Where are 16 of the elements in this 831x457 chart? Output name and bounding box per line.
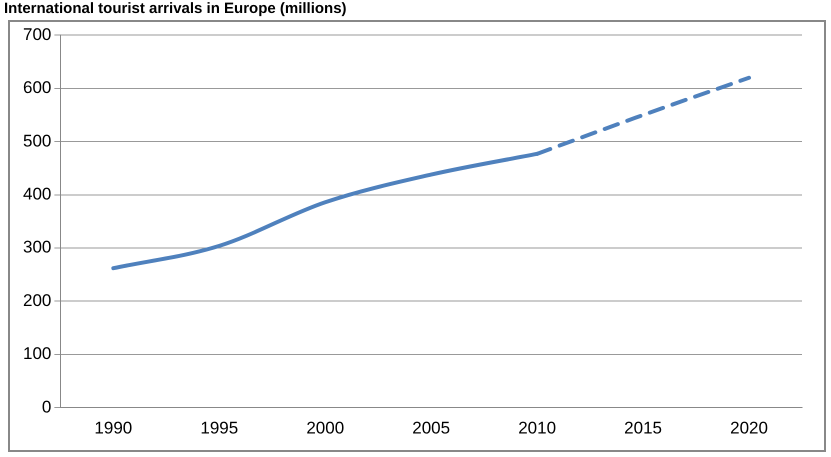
chart-title: International tourist arrivals in Europe (millions) [4,0,347,17]
y-tick-label: 300 [22,238,52,257]
x-tick-label: 2010 [518,418,556,438]
x-tick-label: 2005 [412,418,450,438]
y-tick-label: 0 [42,397,52,416]
x-tick-label: 2015 [624,418,662,438]
y-tick-label: 100 [22,344,52,364]
x-tick-label: 2000 [306,418,344,438]
x-tick-label: 1990 [94,418,132,438]
x-tick-label: 2020 [730,418,768,438]
x-tick-label: 1995 [200,418,238,438]
y-tick-label: 200 [22,290,52,310]
y-tick-label: 600 [22,78,52,98]
y-tick-label: 700 [22,24,52,44]
y-tick-label: 400 [22,184,52,204]
y-tick-label: 500 [22,131,52,150]
